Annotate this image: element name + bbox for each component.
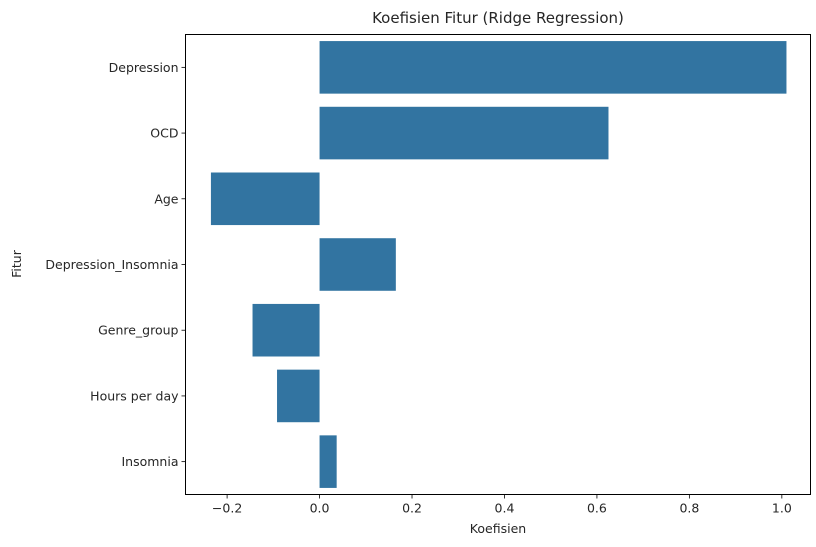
x-tick-label: 0.2 [402,501,422,516]
y-tick-label: Age [154,191,178,206]
x-tick-label: −0.2 [212,501,242,516]
x-tick-label: 0.0 [310,501,330,516]
chart-title: Koefisien Fitur (Ridge Regression) [372,9,624,27]
x-axis-label: Koefisien [470,521,526,536]
plot-frame [185,34,811,495]
y-tick-label: OCD [150,126,178,141]
x-tick-label: 0.8 [679,501,699,516]
x-tick-label: 0.4 [495,501,515,516]
bar-depression-insomnia [319,238,396,291]
x-tick-label: 0.6 [587,501,607,516]
y-tick-label: Genre_group [98,323,178,338]
bar-depression [319,41,787,94]
bar-ocd [319,106,609,160]
bar-insomnia [319,435,337,488]
y-tick-label: Hours per day [90,388,179,403]
y-tick-label: Depression_Insomnia [45,257,178,272]
y-tick-label: Depression [109,60,179,75]
bar-hours-per-day [277,369,320,423]
y-tick-label: Insomnia [121,454,178,469]
y-axis-label: Fitur [9,249,24,278]
plot-area: Depression OCD Age Depression_Insomnia Genre… [45,41,792,516]
bar-genre-group [252,303,320,357]
x-tick-label: 1.0 [772,501,792,516]
bar-age [210,172,320,226]
